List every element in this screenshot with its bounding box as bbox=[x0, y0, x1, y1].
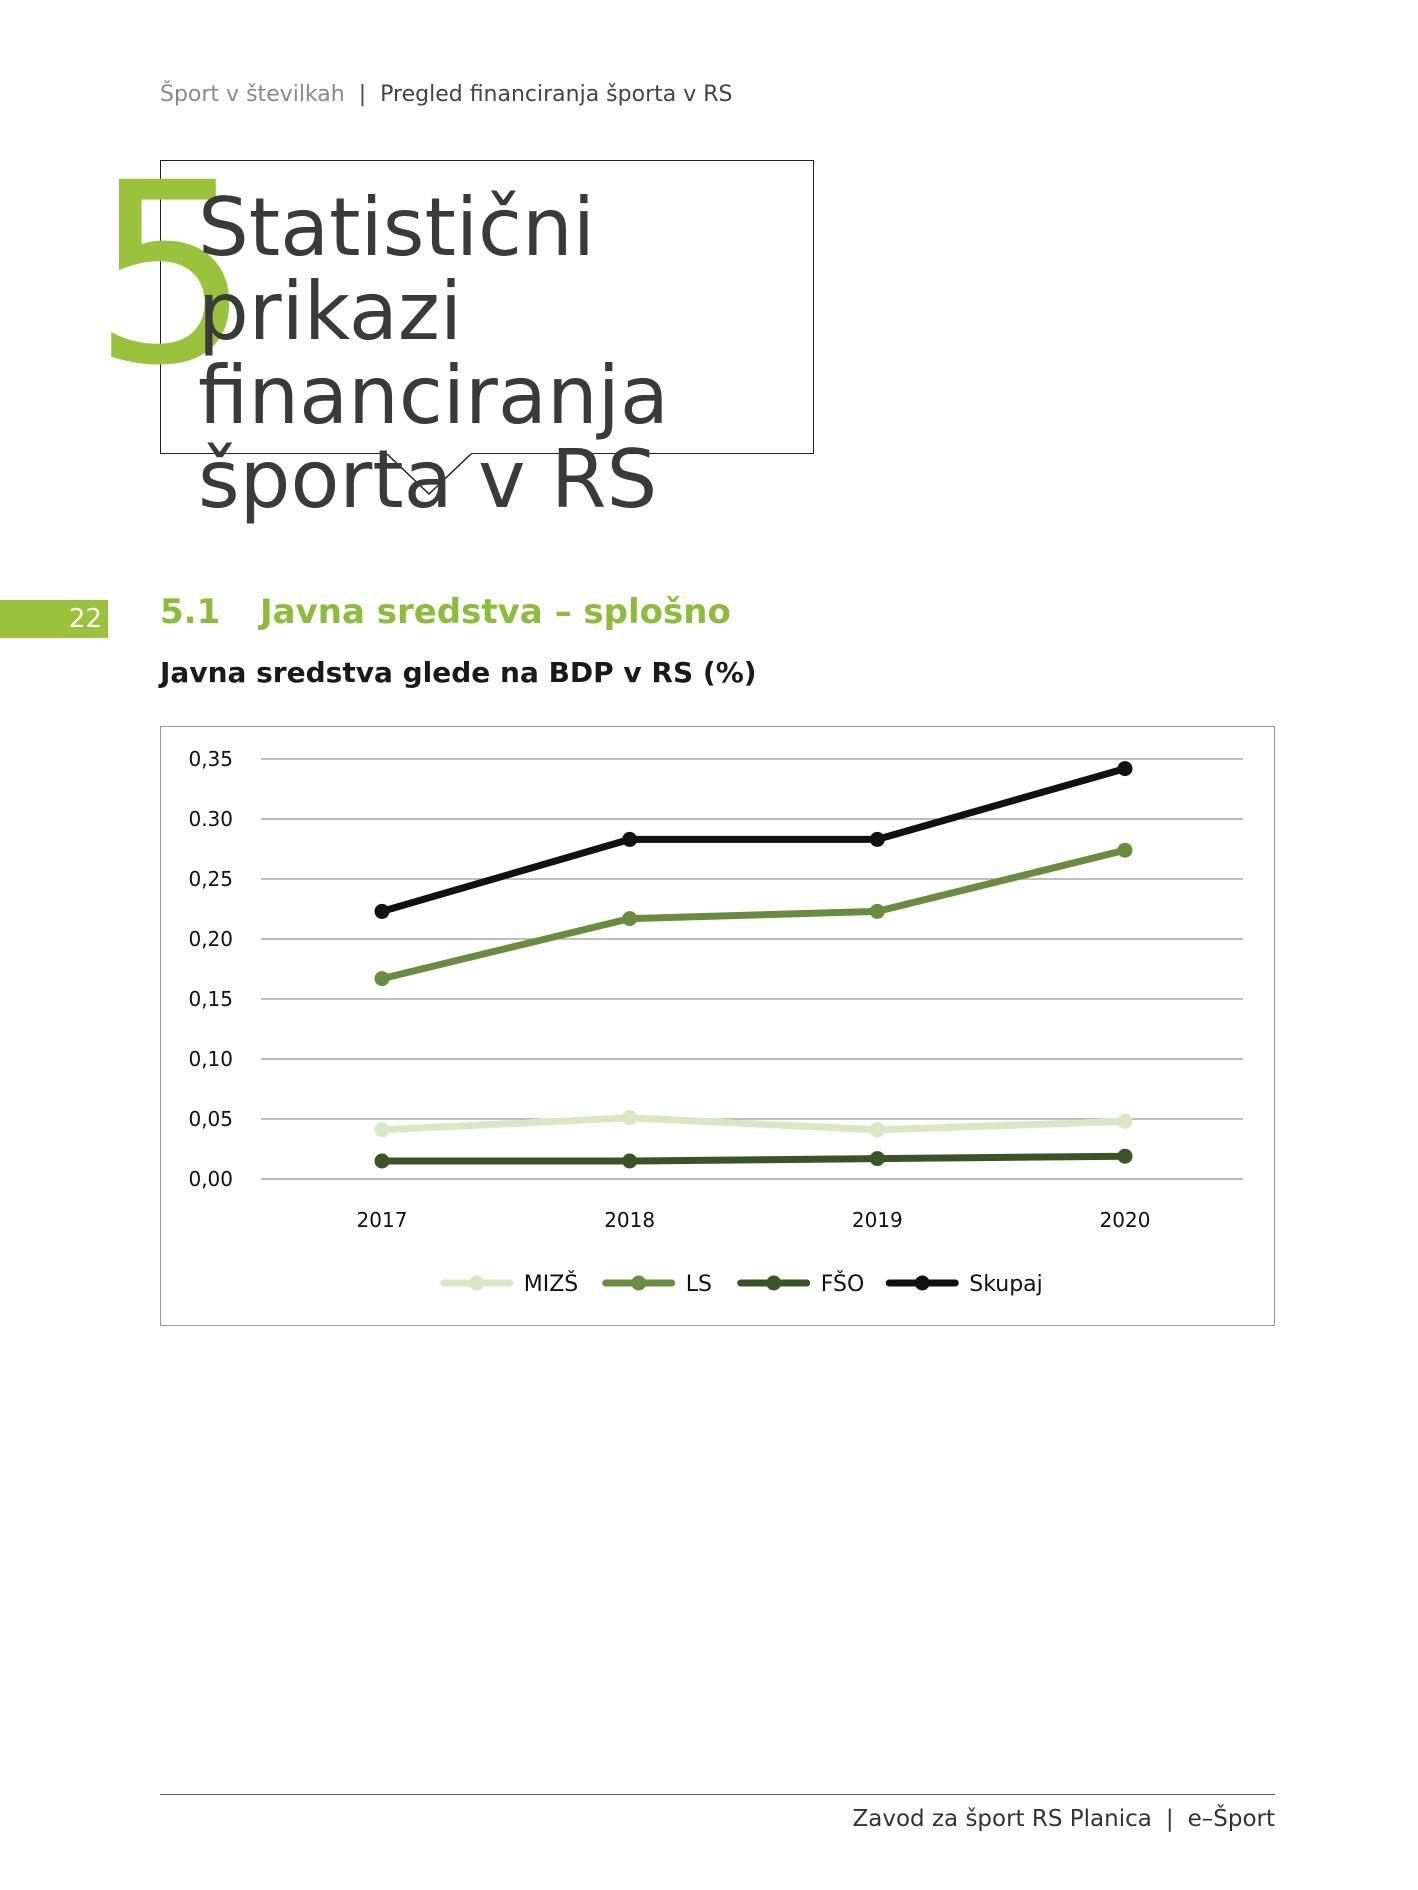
legend-label: MIZŠ bbox=[524, 1271, 579, 1297]
legend-swatch-marker bbox=[914, 1275, 930, 1291]
chart-caption: Javna sredstva glede na BDP v RS (%) bbox=[160, 656, 757, 689]
y-tick-label: 0,35 bbox=[188, 747, 233, 771]
chapter-title: Statistični prikazi financiranja športa … bbox=[198, 186, 798, 522]
series-line bbox=[378, 765, 1129, 915]
data-point bbox=[622, 1110, 638, 1126]
series-line bbox=[378, 1152, 1129, 1165]
footer-right: e–Šport bbox=[1187, 1806, 1275, 1832]
data-point bbox=[622, 831, 638, 847]
chapter-number: 5 bbox=[92, 129, 251, 420]
data-point bbox=[869, 903, 885, 919]
data-point bbox=[374, 1153, 390, 1169]
running-header-right: Pregled financiranja športa v RS bbox=[380, 82, 733, 107]
data-point bbox=[869, 1122, 885, 1138]
section-title: Javna sredstva – splošno bbox=[260, 592, 731, 632]
running-header: Šport v številkah | Pregled financiranja š… bbox=[160, 82, 732, 107]
chart-frame: 0,00 0,05 0,10 0,15 0,20 0,25 0.30 0,35 2017 2018… bbox=[160, 726, 1275, 1326]
section-number: 5.1 bbox=[160, 592, 221, 632]
x-tick-label: 2019 bbox=[852, 1208, 903, 1232]
chapter-title-line: športa v RS bbox=[198, 433, 658, 526]
legend-swatch-marker bbox=[469, 1275, 485, 1291]
x-tick-label: 2018 bbox=[604, 1208, 655, 1232]
chapter-title-line: Statistični prikazi bbox=[198, 181, 595, 358]
data-point bbox=[374, 971, 390, 987]
page-number: 22 bbox=[0, 600, 108, 638]
footer-rule bbox=[160, 1794, 1275, 1795]
x-tick-label: 2020 bbox=[1100, 1208, 1151, 1232]
y-tick-label: 0,00 bbox=[188, 1167, 233, 1191]
chapter-title-box bbox=[160, 160, 814, 454]
footer: Zavod za šport RS Planica | e–Šport bbox=[853, 1806, 1275, 1832]
data-point bbox=[622, 911, 638, 927]
data-point bbox=[622, 1153, 638, 1169]
legend-label: LS bbox=[686, 1272, 712, 1297]
running-header-left: Šport v številkah bbox=[160, 82, 345, 107]
running-header-separator: | bbox=[358, 82, 367, 107]
legend-swatch-marker bbox=[631, 1275, 647, 1291]
data-point bbox=[869, 1151, 885, 1167]
data-point bbox=[869, 831, 885, 847]
y-tick-label: 0,10 bbox=[188, 1047, 233, 1071]
y-tick-label: 0.30 bbox=[188, 807, 233, 831]
x-tick-label: 2017 bbox=[357, 1208, 408, 1232]
line-chart: 0,00 0,05 0,10 0,15 0,20 0,25 0.30 0,35 2017 2018… bbox=[188, 747, 1243, 1297]
data-point bbox=[1117, 842, 1133, 858]
legend-label: FŠO bbox=[821, 1271, 865, 1297]
data-point bbox=[374, 1122, 390, 1138]
y-tick-label: 0,20 bbox=[188, 927, 233, 951]
data-point bbox=[1117, 1148, 1133, 1164]
data-point bbox=[1117, 761, 1133, 777]
legend-swatch-marker bbox=[766, 1275, 782, 1291]
data-point bbox=[374, 903, 390, 919]
y-tick-label: 0,05 bbox=[188, 1107, 233, 1131]
y-tick-label: 0,15 bbox=[188, 987, 233, 1011]
data-point bbox=[1117, 1113, 1133, 1129]
section-heading: 5.1 Javna sredstva – splošno bbox=[160, 592, 731, 632]
series-line bbox=[378, 846, 1129, 983]
chapter-box-pointer bbox=[386, 452, 472, 496]
footer-separator: | bbox=[1165, 1806, 1174, 1832]
legend-label: Skupaj bbox=[969, 1272, 1043, 1297]
footer-left: Zavod za šport RS Planica bbox=[852, 1806, 1152, 1832]
chapter-title-line: financiranja bbox=[198, 349, 669, 442]
series-line bbox=[378, 1114, 1129, 1134]
y-tick-label: 0,25 bbox=[188, 867, 233, 891]
